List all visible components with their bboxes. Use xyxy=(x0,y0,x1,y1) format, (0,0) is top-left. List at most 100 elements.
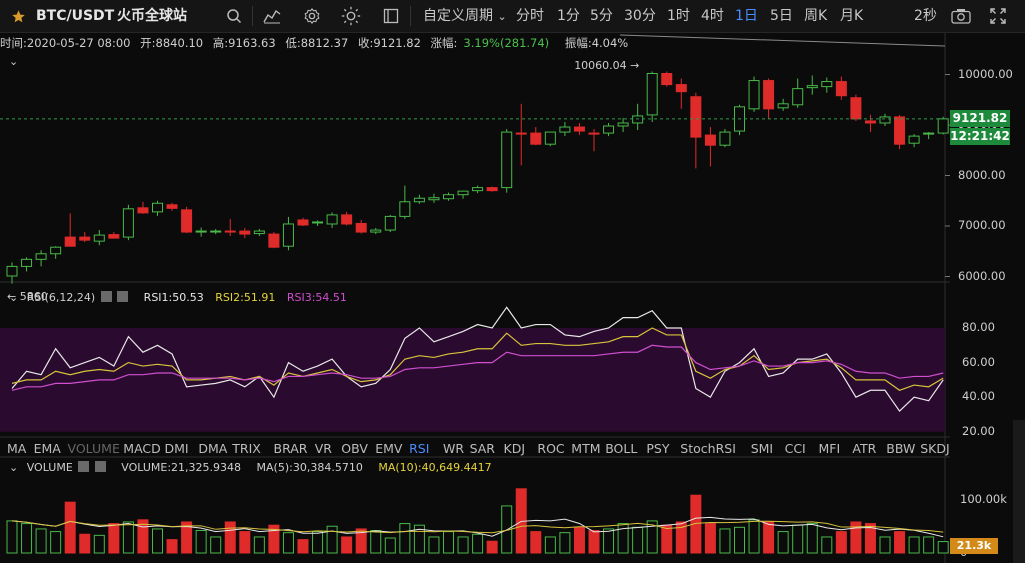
interval-tab-active[interactable]: 1日 xyxy=(735,8,758,24)
candle-body xyxy=(937,118,949,134)
camera-icon[interactable] xyxy=(951,8,971,24)
volume-close-icon[interactable] xyxy=(94,461,106,472)
volume-bar xyxy=(675,521,687,554)
rsi1-readout: RSI1:50.53 xyxy=(143,291,204,304)
indicator-tab-dmi[interactable]: DMI xyxy=(164,441,189,456)
candle-body xyxy=(515,132,527,135)
rsi3-readout: RSI3:54.51 xyxy=(286,291,347,304)
indicator-tab-volume[interactable]: VOLUME xyxy=(67,441,120,456)
volume-ma5-readout: MA(5):30,384.5710 xyxy=(256,461,363,474)
volume-bar xyxy=(806,523,818,554)
interval-tab[interactable]: 周K xyxy=(804,8,828,24)
gear-icon[interactable] xyxy=(303,7,321,25)
interval-tab[interactable]: 30分 xyxy=(624,8,656,24)
rsi-title: RSI(6,12,24) xyxy=(26,291,96,304)
candle-body xyxy=(472,187,484,192)
price-axis-tick: 6000.00 xyxy=(958,268,1006,283)
rsi-settings-icon[interactable] xyxy=(100,291,112,302)
interval-tab[interactable]: 4时 xyxy=(701,8,724,24)
indicator-tab-kdj[interactable]: KDJ xyxy=(503,441,526,456)
custom-period-dropdown[interactable]: 自定义周期 ⌄ xyxy=(423,8,507,24)
indicator-tab-psy[interactable]: PSY xyxy=(646,441,670,456)
indicator-tab-mfi[interactable]: MFI xyxy=(818,441,841,456)
volume-bar xyxy=(239,531,251,554)
candle-body xyxy=(210,230,222,233)
indicator-tab-macd[interactable]: MACD xyxy=(123,441,161,456)
indicator-tab-trix[interactable]: TRIX xyxy=(232,441,261,456)
interval-tab[interactable]: 5分 xyxy=(590,8,613,24)
volume-settings-icon[interactable] xyxy=(78,461,90,472)
candle-body xyxy=(239,230,251,235)
refresh-interval-label[interactable]: 2秒 xyxy=(914,8,937,24)
volume-bar xyxy=(122,521,134,554)
volume-bar xyxy=(908,536,920,554)
candle-body xyxy=(719,131,731,146)
interval-tab[interactable]: 分时 xyxy=(516,8,544,24)
indicator-tab-dma[interactable]: DMA xyxy=(198,441,228,456)
symbol-label[interactable]: BTC/USDT xyxy=(36,8,115,24)
indicator-chart-icon[interactable] xyxy=(263,8,281,24)
volume-bar xyxy=(370,530,382,554)
rsi-line-rsi3 xyxy=(11,344,944,391)
volume-series xyxy=(6,488,949,554)
volume-bar xyxy=(632,526,644,554)
indicator-tab-stochrsi[interactable]: StochRSI xyxy=(680,441,736,456)
rsi2-readout: RSI2:51.91 xyxy=(215,291,276,304)
rsi-line-rsi2 xyxy=(11,327,944,391)
exchange-label[interactable]: 火币全球站 xyxy=(117,8,187,24)
volume-bar xyxy=(210,536,222,554)
interval-tab[interactable]: 1时 xyxy=(667,8,690,24)
collapse-price-chevron-icon[interactable]: ⌄ xyxy=(9,55,19,68)
indicator-tab-mtm[interactable]: MTM xyxy=(571,441,601,456)
indicator-tab-ema[interactable]: EMA xyxy=(33,441,61,456)
candle-body xyxy=(195,230,207,233)
collapse-rsi-chevron-icon[interactable]: ⌄ xyxy=(9,291,19,304)
indicator-tab-obv[interactable]: OBV xyxy=(341,441,368,456)
indicator-tab-roc[interactable]: ROC xyxy=(537,441,565,456)
indicator-tab-rsi[interactable]: RSI xyxy=(409,441,430,456)
star-icon[interactable] xyxy=(11,9,26,23)
fullscreen-panel-icon[interactable] xyxy=(383,8,399,24)
volume-bar xyxy=(413,524,425,554)
candle-body xyxy=(835,81,847,97)
indicator-tab-bbw[interactable]: BBW xyxy=(886,441,916,456)
indicator-tab-skdj[interactable]: SKDJ xyxy=(920,441,950,456)
interval-tab[interactable]: 1分 xyxy=(557,8,580,24)
indicator-tab-cci[interactable]: CCI xyxy=(784,441,806,456)
volume-bar xyxy=(559,532,571,554)
indicator-tab-smi[interactable]: SMI xyxy=(750,441,774,456)
indicator-tab-brar[interactable]: BRAR xyxy=(273,441,308,456)
expand-icon[interactable] xyxy=(990,8,1006,24)
candle-body xyxy=(646,72,658,116)
indicator-tab-wr[interactable]: WR xyxy=(443,441,465,456)
indicator-tab-vr[interactable]: VR xyxy=(314,441,332,456)
volume-bar xyxy=(603,528,615,554)
interval-tab[interactable]: 5日 xyxy=(770,8,793,24)
volume-bar xyxy=(282,532,294,554)
volume-bar xyxy=(821,536,833,554)
indicator-tab-boll[interactable]: BOLL xyxy=(605,441,638,456)
chart-canvas[interactable] xyxy=(0,33,1025,563)
candle-body xyxy=(312,221,324,224)
candle-body xyxy=(122,208,134,238)
interval-tab[interactable]: 月K xyxy=(840,8,864,24)
volume-bar xyxy=(763,521,775,554)
volume-bar xyxy=(93,534,105,554)
collapse-volume-chevron-icon[interactable]: ⌄ xyxy=(9,461,19,474)
candle-body xyxy=(588,132,600,135)
candle-body xyxy=(166,204,178,209)
indicator-tab-sar[interactable]: SAR xyxy=(469,441,495,456)
search-icon[interactable] xyxy=(226,8,242,24)
volume-bar xyxy=(79,533,91,554)
sun-icon[interactable] xyxy=(341,6,361,26)
volume-bar xyxy=(326,525,338,554)
indicator-tab-atr[interactable]: ATR xyxy=(852,441,877,456)
scrollbar[interactable] xyxy=(1013,420,1025,563)
volume-bar xyxy=(617,523,629,554)
rsi-axis-tick: 20.00 xyxy=(962,423,995,438)
indicator-tab-emv[interactable]: EMV xyxy=(375,441,403,456)
candle-body xyxy=(399,201,411,217)
candle-body xyxy=(297,219,309,226)
rsi-close-icon[interactable] xyxy=(117,291,129,302)
indicator-tab-ma[interactable]: MA xyxy=(7,441,27,456)
